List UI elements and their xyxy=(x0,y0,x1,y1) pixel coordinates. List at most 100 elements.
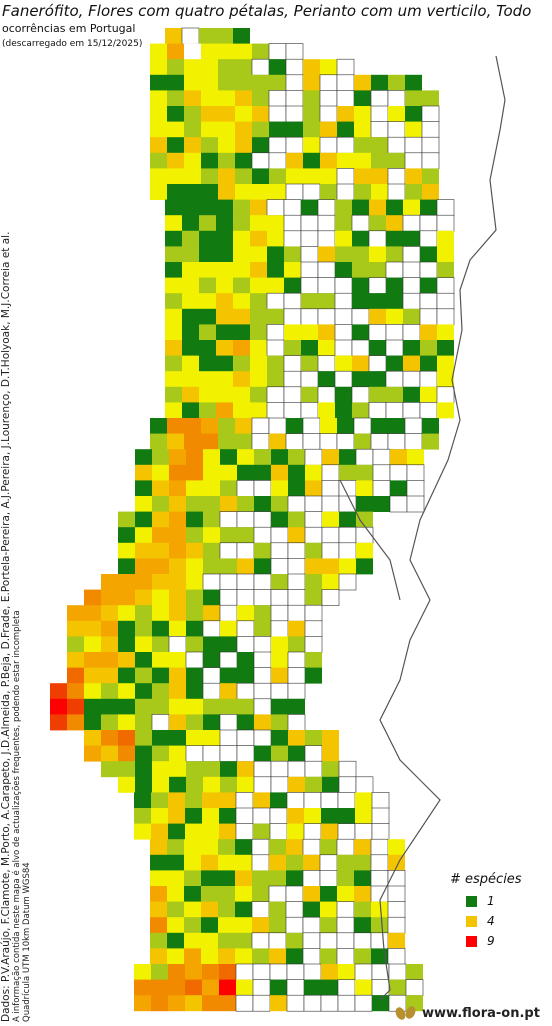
grid-cell xyxy=(203,464,220,481)
grid-cell xyxy=(371,948,388,965)
grid-cell xyxy=(182,386,199,403)
legend-title: # espécies xyxy=(450,872,522,887)
grid-cell xyxy=(287,495,306,513)
grid-cell xyxy=(199,324,216,341)
grid-cell xyxy=(165,402,182,419)
grid-cell xyxy=(436,292,455,310)
grid-cell xyxy=(101,589,118,606)
grid-cell xyxy=(199,199,216,216)
grid-cell xyxy=(320,917,337,934)
grid-cell xyxy=(336,136,355,154)
grid-cell xyxy=(236,511,255,528)
flora-on-logo[interactable]: www.flora-on.pt xyxy=(393,1004,540,1022)
grid-cell xyxy=(288,511,305,528)
grid-cell xyxy=(354,168,371,185)
legend-item: 4 xyxy=(450,911,522,931)
grid-cell xyxy=(337,870,354,887)
grid-cell xyxy=(203,605,220,622)
grid-cell xyxy=(406,495,425,513)
grid-cell xyxy=(403,308,420,325)
grid-cell xyxy=(252,807,271,825)
grid-cell xyxy=(337,121,354,138)
grid-cell xyxy=(338,964,355,980)
grid-cell xyxy=(135,683,152,700)
grid-cell xyxy=(150,74,167,91)
grid-cell xyxy=(84,636,101,653)
grid-cell xyxy=(419,261,438,279)
grid-cell xyxy=(220,683,237,700)
grid-cell xyxy=(167,184,184,200)
grid-cell xyxy=(236,636,255,653)
grid-cell xyxy=(169,589,186,606)
grid-cell xyxy=(267,371,284,388)
legend-label: 4 xyxy=(487,914,495,928)
grid-cell xyxy=(253,589,272,606)
grid-cell xyxy=(319,870,338,887)
grid-cell xyxy=(184,168,201,185)
grid-cell xyxy=(354,152,371,169)
grid-cell xyxy=(233,293,250,310)
grid-cell xyxy=(287,667,306,684)
grid-cell xyxy=(354,121,371,138)
grid-cell xyxy=(301,355,318,372)
grid-cell xyxy=(321,480,340,497)
grid-cell xyxy=(186,589,203,606)
grid-cell xyxy=(203,480,220,497)
grid-cell xyxy=(84,589,101,606)
grid-cell xyxy=(152,698,169,715)
grid-cell xyxy=(220,496,237,512)
grid-cell xyxy=(184,121,201,138)
grid-cell xyxy=(201,901,218,918)
grid-cell xyxy=(270,979,287,996)
grid-cell xyxy=(335,402,352,419)
grid-cell xyxy=(203,776,220,793)
grid-cell xyxy=(271,667,288,684)
grid-cell xyxy=(165,293,182,310)
grid-cell xyxy=(101,605,118,622)
grid-cell xyxy=(352,371,369,388)
grid-cell xyxy=(84,667,101,684)
grid-cell xyxy=(199,355,216,372)
grid-cell xyxy=(233,262,250,278)
grid-cell xyxy=(300,308,319,326)
grid-cell xyxy=(169,698,186,715)
grid-cell xyxy=(235,137,252,154)
leaf-logo-icon xyxy=(393,1004,418,1022)
grid-cell xyxy=(356,511,373,528)
grid-cell xyxy=(271,464,288,481)
grid-cell xyxy=(101,745,118,762)
grid-cell xyxy=(251,417,270,435)
grid-cell xyxy=(269,433,286,450)
grid-cell xyxy=(235,807,254,825)
grid-cell xyxy=(269,839,286,856)
grid-cell xyxy=(385,370,404,388)
grid-cell xyxy=(252,74,269,91)
grid-cell xyxy=(269,59,286,76)
grid-cell xyxy=(218,90,235,107)
grid-cell xyxy=(318,402,335,419)
grid-cell xyxy=(67,605,84,622)
grid-cell xyxy=(334,324,353,341)
grid-cell xyxy=(271,698,288,715)
grid-cell xyxy=(84,620,101,637)
grid-cell xyxy=(218,839,235,856)
grid-cell xyxy=(420,277,437,294)
grid-cell xyxy=(267,230,284,247)
map-title: Fanerófito, Flores com quatro pétalas, P… xyxy=(2,2,532,20)
grid-cell xyxy=(216,340,233,356)
grid-cell xyxy=(286,839,303,856)
grid-cell xyxy=(150,137,167,154)
grid-cell xyxy=(203,652,220,668)
grid-cell xyxy=(152,667,169,684)
grid-cell xyxy=(233,355,250,372)
grid-cell xyxy=(336,433,355,450)
grid-cell xyxy=(185,995,202,1012)
grid-cell xyxy=(304,604,323,622)
grid-cell xyxy=(287,558,306,575)
grid-cell xyxy=(269,807,288,825)
grid-cell xyxy=(300,402,319,419)
grid-cell xyxy=(150,418,167,434)
grid-cell xyxy=(266,386,285,404)
grid-cell xyxy=(317,386,336,404)
grid-cell xyxy=(303,994,322,1012)
